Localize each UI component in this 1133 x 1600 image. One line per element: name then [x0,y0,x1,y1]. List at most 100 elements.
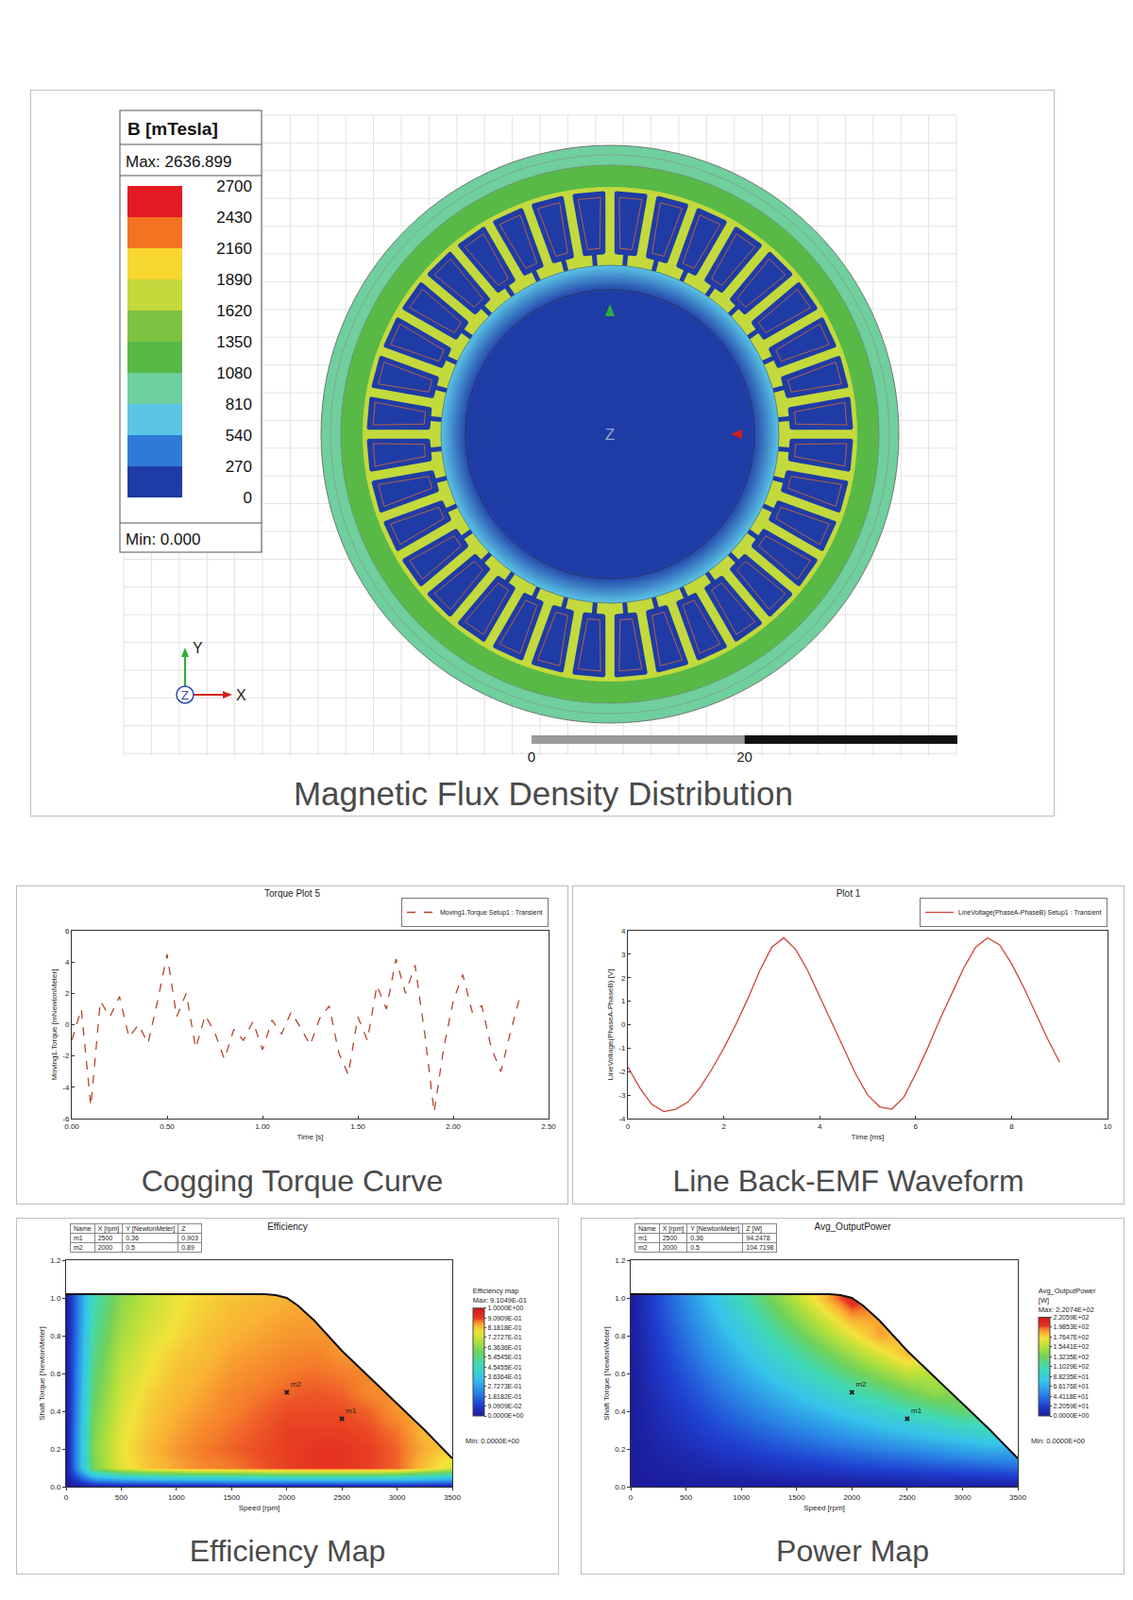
svg-text:4: 4 [621,927,626,936]
svg-text:m1: m1 [911,1406,923,1416]
svg-text:0: 0 [64,1493,69,1503]
svg-text:1.9853E+02: 1.9853E+02 [1052,1323,1089,1331]
svg-text:6: 6 [65,927,70,936]
svg-text:0: 0 [621,1020,626,1030]
svg-text:2500: 2500 [898,1493,916,1503]
svg-text:1080: 1080 [216,364,253,383]
svg-text:B [mTesla]: B [mTesla] [127,118,219,139]
svg-text:2: 2 [721,1122,727,1132]
svg-text:Z: Z [181,688,189,703]
svg-text:-4: -4 [618,1115,626,1124]
svg-text:1.1029E+02: 1.1029E+02 [1052,1363,1089,1370]
svg-text:2.2059E+02: 2.2059E+02 [1052,1314,1089,1321]
svg-text:1500: 1500 [222,1493,240,1503]
svg-text:500: 500 [679,1493,694,1503]
svg-text:m1: m1 [345,1406,357,1416]
svg-text:0: 0 [625,1122,631,1132]
svg-text:0.4: 0.4 [50,1407,62,1417]
svg-text:0.0000E+00: 0.0000E+00 [487,1412,524,1420]
svg-text:540: 540 [225,426,253,445]
svg-text:7.2727E-01: 7.2727E-01 [487,1334,522,1341]
svg-text:1.5441E+02: 1.5441E+02 [1052,1343,1089,1351]
svg-text:1.7647E+02: 1.7647E+02 [1052,1334,1089,1341]
svg-text:1.3235E+02: 1.3235E+02 [1052,1353,1089,1361]
svg-text:Min: 0.0000E+00: Min: 0.0000E+00 [465,1437,520,1446]
svg-text:m2: m2 [855,1380,867,1389]
svg-text:-3: -3 [618,1091,626,1100]
svg-text:Shaft Torque [NewtonMeter]: Shaft Torque [NewtonMeter] [37,1326,47,1421]
svg-text:-2: -2 [618,1067,626,1077]
svg-text:2430: 2430 [216,208,253,227]
svg-text:1890: 1890 [216,270,253,289]
svg-text:1.50: 1.50 [350,1122,366,1132]
svg-text:-2: -2 [62,1051,70,1061]
svg-text:Plot 1: Plot 1 [836,888,862,899]
svg-text:2700: 2700 [216,177,253,196]
svg-text:2000: 2000 [278,1493,296,1503]
svg-text:m2: m2 [290,1380,303,1389]
svg-text:Avg_OutputPower: Avg_OutputPower [814,1221,893,1233]
svg-text:1.2: 1.2 [50,1256,62,1266]
svg-text:6: 6 [913,1122,919,1132]
svg-text:0.0000E+00: 0.0000E+00 [1052,1412,1089,1420]
svg-text:8.8235E+01: 8.8235E+01 [1052,1373,1089,1381]
svg-text:1620: 1620 [216,302,253,321]
svg-text:3000: 3000 [954,1493,972,1503]
svg-text:1.8182E-01: 1.8182E-01 [487,1393,522,1401]
svg-text:9.0909E-02: 9.0909E-02 [487,1403,522,1410]
svg-text:4: 4 [817,1122,823,1132]
svg-text:4.5455E-01: 4.5455E-01 [487,1364,522,1371]
svg-text:2.7273E-01: 2.7273E-01 [487,1383,522,1390]
svg-text:1000: 1000 [168,1493,186,1503]
svg-text:3500: 3500 [443,1493,461,1503]
svg-text:2.00: 2.00 [445,1122,461,1132]
svg-text:Z: Z [605,425,615,444]
svg-text:-1: -1 [618,1044,626,1053]
svg-text:2160: 2160 [216,239,253,258]
svg-text:500: 500 [115,1493,129,1503]
svg-text:Moving1.Torque [mNewtonMeter]: Moving1.Torque [mNewtonMeter] [50,969,59,1082]
svg-text:4: 4 [65,958,70,967]
svg-text:1: 1 [621,997,626,1006]
svg-text:Speed [rpm]: Speed [rpm] [803,1504,846,1513]
svg-text:3: 3 [621,950,626,960]
svg-text:0.4: 0.4 [614,1407,626,1417]
svg-text:Max: 2636.899: Max: 2636.899 [125,152,232,171]
svg-text:Time [s]: Time [s] [296,1133,323,1142]
svg-text:0.6: 0.6 [50,1369,62,1379]
svg-text:2.2059E+01: 2.2059E+01 [1052,1403,1089,1410]
svg-text:Torque Plot 5: Torque Plot 5 [264,888,321,899]
svg-text:3500: 3500 [1009,1493,1027,1503]
svg-text:0.2: 0.2 [50,1445,62,1455]
svg-text:1.0000E+00: 1.0000E+00 [487,1304,524,1312]
svg-text:0.6: 0.6 [614,1369,626,1379]
svg-text:Shaft Torque [NewtonMeter]: Shaft Torque [NewtonMeter] [602,1326,611,1421]
svg-text:0.8: 0.8 [614,1332,626,1341]
svg-text:-4: -4 [62,1083,70,1093]
svg-text:3.6364E-01: 3.6364E-01 [487,1373,522,1381]
svg-text:Avg_OutputPower[W]Max: 2.2074E: Avg_OutputPower[W]Max: 2.2074E+02 [1038,1286,1097,1315]
svg-text:0.2: 0.2 [614,1445,626,1455]
svg-text:8: 8 [1009,1122,1015,1132]
svg-text:20: 20 [736,748,753,765]
svg-text:5.4545E-01: 5.4545E-01 [487,1353,522,1361]
svg-text:Min: 0.000: Min: 0.000 [125,530,201,549]
svg-text:Time [ms]: Time [ms] [851,1133,885,1142]
svg-text:0: 0 [527,748,536,765]
svg-text:1.0: 1.0 [50,1294,62,1303]
svg-text:Min: 0.0000E+00: Min: 0.0000E+00 [1031,1437,1085,1446]
svg-text:3000: 3000 [388,1493,406,1503]
svg-text:0: 0 [628,1493,634,1503]
svg-text:2000: 2000 [843,1493,861,1503]
svg-text:1500: 1500 [788,1493,806,1503]
svg-text:2: 2 [621,974,626,983]
svg-text:1.0: 1.0 [614,1294,626,1303]
svg-text:6.6176E+01: 6.6176E+01 [1052,1383,1089,1390]
svg-text:0: 0 [243,489,253,508]
svg-text:-6: -6 [62,1115,70,1124]
svg-text:2: 2 [65,989,70,998]
svg-text:0.00: 0.00 [64,1122,80,1132]
svg-text:LineVoltage(PhaseA-PhaseB) [V]: LineVoltage(PhaseA-PhaseB) [V] [606,969,615,1082]
svg-text:Speed [rpm]: Speed [rpm] [238,1504,281,1513]
svg-text:X: X [236,687,247,704]
